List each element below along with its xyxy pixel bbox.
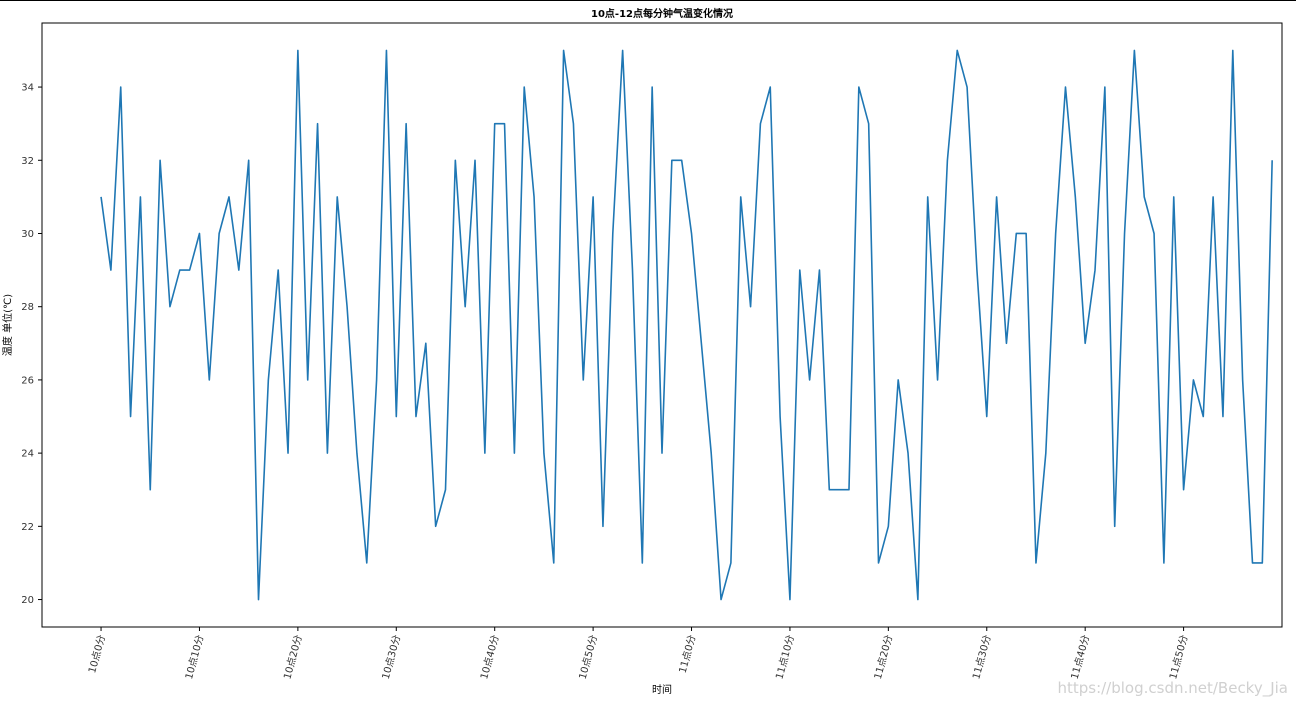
x-tick-label: 10点0分	[86, 634, 108, 675]
y-tick-label: 34	[21, 83, 34, 94]
y-axis: 20 22 24 26 28 30 32 34	[21, 83, 42, 606]
x-tick-label: 10点40分	[478, 634, 501, 681]
x-tick-label: 11点10分	[773, 634, 796, 681]
x-tick-label: 10点20分	[281, 634, 304, 681]
temperature-series-line	[100, 49, 1273, 601]
x-tick-label: 11点0分	[677, 634, 699, 675]
plot-area-frame	[41, 22, 1283, 628]
y-tick-label: 22	[21, 522, 34, 533]
x-tick-label: 11点50分	[1167, 634, 1190, 681]
watermark-text: https://blog.csdn.net/Becky_Jia	[1057, 679, 1288, 698]
x-tick-label: 11点30分	[970, 634, 993, 681]
y-tick-label: 28	[21, 302, 34, 313]
top-border-line	[0, 0, 1296, 1]
x-tick-label: 11点40分	[1069, 634, 1092, 681]
y-axis-label: 温度 单位(℃)	[1, 294, 14, 356]
chart-title: 10点-12点每分钟气温变化情况	[591, 7, 733, 20]
x-axis-label: 时间	[652, 683, 672, 696]
x-tick-label: 10点50分	[577, 634, 600, 681]
x-tick-label: 10点30分	[380, 634, 403, 681]
y-tick-label: 30	[21, 229, 34, 240]
x-axis: 10点0分 10点10分 10点20分 10点30分 10点40分 10点50分 11点0分…	[86, 627, 1190, 681]
x-tick-label: 11点20分	[872, 634, 895, 681]
y-tick-label: 20	[21, 595, 34, 606]
x-tick-label: 10点10分	[183, 634, 206, 681]
y-tick-label: 26	[21, 375, 34, 386]
y-tick-label: 24	[21, 449, 34, 460]
y-tick-label: 32	[21, 156, 34, 167]
